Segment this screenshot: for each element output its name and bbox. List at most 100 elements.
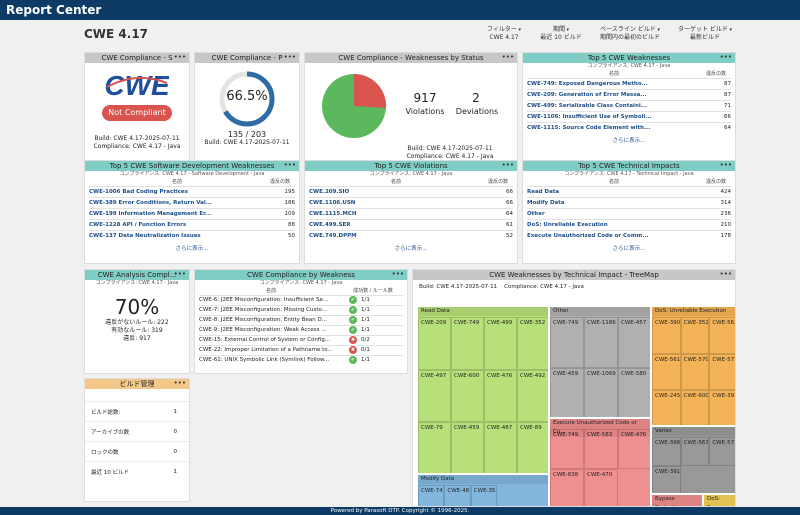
table-row[interactable]: CWE-199 Information Management Er... 109 <box>89 207 295 219</box>
row-name[interactable]: CWE-8: J2EE Misconfiguration: Entity Bea… <box>199 314 343 325</box>
row-name[interactable]: CWE.1115.MCH <box>309 207 483 219</box>
table-row[interactable]: CWE-22: Improper Limitation of a Pathnam… <box>199 344 403 355</box>
row-name[interactable]: CWE-6: J2EE Misconfiguration: Insufficie… <box>199 294 343 305</box>
more-icon[interactable]: ••• <box>173 53 186 61</box>
table-row[interactable]: CWE-137 Data Neutralization Issues 50 <box>89 229 295 241</box>
more-icon[interactable]: ••• <box>391 270 404 278</box>
more-icon[interactable]: ••• <box>719 270 732 278</box>
row-name[interactable]: CWE-1228 API / Function Errors <box>89 218 265 230</box>
table-row[interactable]: CWE-8: J2EE Misconfiguration: Entity Bea… <box>199 314 403 325</box>
row-name[interactable]: CWE-22: Improper Limitation of a Pathnam… <box>199 344 343 355</box>
row-name[interactable]: CWE-199 Information Management Er... <box>89 207 265 219</box>
row-name[interactable]: CWE-389 Error Conditions, Return Val... <box>89 196 265 208</box>
more-icon[interactable]: ••• <box>283 161 296 169</box>
row-name[interactable]: CWE-7: J2EE Misconfiguration: Missing Cu… <box>199 304 343 315</box>
table-row[interactable]: CWE.1106.USN 66 <box>309 196 513 208</box>
row-name[interactable]: CWE-749: Exposed Dangerous Metho... <box>527 77 701 89</box>
table-row[interactable]: CWE-61: UNIX Symbolic Link (Symlink) Fol… <box>199 354 403 365</box>
table-row[interactable]: CWE-15: External Control of System or Co… <box>199 334 403 345</box>
row-name[interactable]: CWE.499.SER <box>309 218 483 230</box>
treemap-group[interactable]: DoS: Unreliable Execution CWE-390 CWE-352 C… <box>651 306 735 426</box>
more-icon[interactable]: ••• <box>719 53 732 61</box>
table-row[interactable]: CWE-9: J2EE Misconfiguration: Weak Acces… <box>199 324 403 335</box>
treemap-cell[interactable]: CWE-561 <box>652 353 681 391</box>
treemap-cell[interactable]: CWE-571 <box>709 437 735 466</box>
treemap-cell[interactable]: CWE-391 <box>652 466 681 493</box>
table-row[interactable]: CWE.749.DPPM 52 <box>309 229 513 241</box>
treemap-cell[interactable]: CWE-391 <box>709 390 735 425</box>
treemap-cell[interactable]: CWE-749 <box>418 485 445 506</box>
table-row[interactable]: Modify Data 314 <box>527 196 731 208</box>
treemap-cell[interactable]: CWE-571 <box>709 353 735 391</box>
table-row[interactable]: CWE.209.SIO 66 <box>309 185 513 197</box>
treemap-cell[interactable]: CWE-749 <box>451 317 484 370</box>
treemap-cell[interactable]: CWE-563 <box>680 437 710 466</box>
more-icon[interactable]: ••• <box>501 53 514 61</box>
table-row[interactable]: CWE-209: Generation of Error Messa... 87 <box>527 88 731 100</box>
show-more-link[interactable]: さらに表示... <box>394 246 428 252</box>
row-name[interactable]: CWE-209: Generation of Error Messa... <box>527 88 701 100</box>
show-more-link[interactable]: さらに表示... <box>175 246 209 252</box>
table-row[interactable]: CWE.499.SER 61 <box>309 218 513 230</box>
treemap-cell[interactable]: CWE-89 <box>517 422 548 473</box>
treemap-group[interactable]: Execute Unauthorized Code or Co... CWE-74… <box>549 418 651 506</box>
row-name[interactable]: CWE-1106: Insufficient Use of Symboli... <box>527 110 701 122</box>
treemap-cell[interactable]: CWE-492 <box>517 369 548 423</box>
more-icon[interactable]: ••• <box>501 161 514 169</box>
treemap-cell[interactable]: CWE-749 <box>550 429 584 469</box>
treemap-cell[interactable]: CWE-470 <box>584 469 618 506</box>
treemap-cell[interactable]: CWE-1069 <box>584 368 618 417</box>
treemap-group[interactable]: Varies CWE-396 CWE-563 CWE-571 CWE-391 <box>651 426 735 494</box>
row-name[interactable]: Read Data <box>527 185 701 197</box>
treemap-cell[interactable]: CWE-245 <box>652 390 681 425</box>
more-icon[interactable]: ••• <box>719 161 732 169</box>
more-icon[interactable]: ••• <box>173 270 186 278</box>
table-row[interactable]: CWE-7: J2EE Misconfiguration: Missing Cu… <box>199 304 403 315</box>
treemap-cell[interactable]: CWE-209 <box>418 317 451 370</box>
treemap-cell[interactable]: CWE-483 <box>444 485 471 506</box>
treemap-cell[interactable]: CWE-459 <box>451 422 484 473</box>
table-row[interactable]: Other 236 <box>527 207 731 219</box>
treemap-cell[interactable]: CWE-352 <box>680 317 710 354</box>
more-icon[interactable]: ••• <box>283 53 296 61</box>
table-row[interactable]: CWE-1228 API / Function Errors 88 <box>89 218 295 230</box>
show-more-link[interactable]: さらに表示... <box>612 138 646 144</box>
treemap-cell[interactable]: CWE-600 <box>451 369 484 423</box>
treemap-cell[interactable]: CWE-459 <box>550 368 584 417</box>
row-name[interactable]: CWE-15: External Control of System or Co… <box>199 334 343 345</box>
row-name[interactable]: Modify Data <box>527 196 701 208</box>
table-row[interactable]: CWE-389 Error Conditions, Return Val... 1… <box>89 196 295 208</box>
table-row[interactable]: CWE-1006 Bad Coding Practices 195 <box>89 185 295 197</box>
treemap-cell[interactable]: CWE-749 <box>550 317 584 368</box>
row-name[interactable]: CWE-61: UNIX Symbolic Link (Symlink) Fol… <box>199 354 343 365</box>
treemap-cell[interactable]: CWE-457 <box>618 317 650 368</box>
row-name[interactable]: CWE-1115: Source Code Element with... <box>527 121 701 133</box>
treemap-cell[interactable]: CWE-580 <box>618 368 650 417</box>
table-row[interactable]: DoS: Unreliable Execution 210 <box>527 218 731 230</box>
table-row[interactable]: Read Data 424 <box>527 185 731 197</box>
filter-dropdown[interactable]: フィルターCWE 4.17 <box>478 26 530 42</box>
row-name[interactable]: CWE-137 Data Neutralization Issues <box>89 229 265 241</box>
period-dropdown[interactable]: 期間最近 10 ビルド <box>532 26 590 42</box>
row-name[interactable]: Other <box>527 207 701 219</box>
row-name[interactable]: DoS: Unreliable Execution <box>527 218 701 230</box>
row-name[interactable]: CWE-1006 Bad Coding Practices <box>89 185 265 197</box>
treemap-group[interactable]: Other CWE-749 CWE-1186 CWE-457 CWE-459 CWE-10… <box>549 306 651 418</box>
more-icon[interactable]: ••• <box>173 379 186 387</box>
target-build-dropdown[interactable]: ターゲット ビルド最新ビルド <box>672 26 738 42</box>
treemap-group[interactable]: Bypass Protection <box>651 494 703 506</box>
treemap-cell[interactable]: CWE-497 <box>418 369 451 423</box>
treemap-group[interactable]: Modify Data CWE-749 CWE-483 CWE-352 <box>417 474 549 506</box>
baseline-build-dropdown[interactable]: ベースライン ビルド期間内の最初のビルド <box>590 26 670 42</box>
treemap-cell[interactable]: CWE-390 <box>652 317 681 354</box>
treemap-group[interactable]: Read Data CWE-209 CWE-749 CWE-499 CWE-352 CWE… <box>417 306 549 474</box>
treemap-cell[interactable]: CWE-600 <box>680 390 710 425</box>
treemap-cell[interactable]: CWE-583 <box>584 429 618 469</box>
treemap-cell[interactable]: CWE-570 <box>680 353 710 391</box>
treemap-group[interactable]: DoS: Resour... <box>703 494 735 506</box>
table-row[interactable]: CWE-1106: Insufficient Use of Symboli...… <box>527 110 731 122</box>
row-name[interactable]: CWE-499: Serializable Class Containi... <box>527 99 701 111</box>
table-row[interactable]: CWE-499: Serializable Class Containi... 7… <box>527 99 731 111</box>
table-row[interactable]: CWE-1115: Source Code Element with... 64 <box>527 121 731 133</box>
treemap-cell[interactable]: CWE-1186 <box>584 317 618 368</box>
